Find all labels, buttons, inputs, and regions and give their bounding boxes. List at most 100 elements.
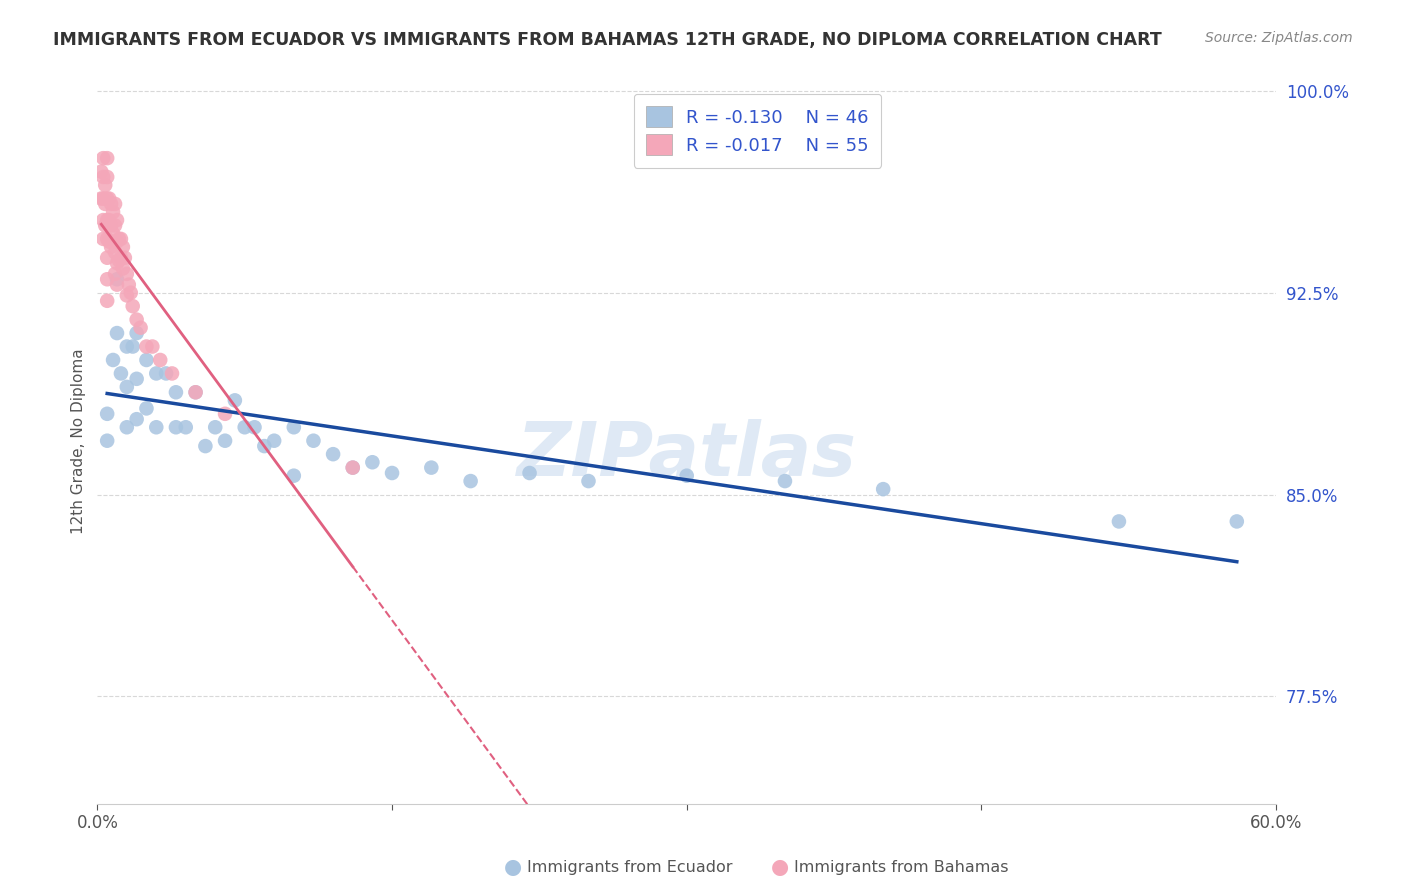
Point [342,460,364,475]
Point [174,420,197,434]
Point [110,232,132,246]
Point [283,468,305,483]
Point [104,197,127,211]
Text: Immigrants from Bahamas: Immigrants from Bahamas [794,860,1010,874]
Point [94,219,117,233]
Point [96,151,118,165]
Point [105,326,128,340]
Point [578,474,600,488]
Point [194,439,217,453]
Point [141,339,163,353]
Point [110,367,132,381]
Point [204,420,226,434]
Point [129,320,152,334]
Point [283,420,305,434]
Y-axis label: 12th Grade, No Diploma: 12th Grade, No Diploma [72,348,86,533]
Point [125,372,148,386]
Point [94,197,117,211]
Point [98,192,121,206]
Point [233,420,256,434]
Text: IMMIGRANTS FROM ECUADOR VS IMMIGRANTS FROM BAHAMAS 12TH GRADE, NO DIPLOMA CORREL: IMMIGRANTS FROM ECUADOR VS IMMIGRANTS FR… [53,31,1163,49]
Point [121,299,143,313]
Point [96,293,118,308]
Point [105,256,128,270]
Point [91,151,114,165]
Point [105,277,128,292]
Point [115,288,138,302]
Point [96,251,118,265]
Point [675,468,697,483]
Point [135,401,157,416]
Point [214,434,236,448]
Point [105,213,128,227]
Point [149,353,172,368]
Point [105,235,128,249]
Point [111,261,134,276]
Text: Source: ZipAtlas.com: Source: ZipAtlas.com [1205,31,1353,45]
Point [420,460,443,475]
Point [243,420,266,434]
Point [100,219,122,233]
Point [96,272,118,286]
Point [155,367,177,381]
Point [118,277,141,292]
Text: ●: ● [772,857,789,877]
Point [91,232,114,246]
Point [98,213,121,227]
Point [115,420,138,434]
Text: ●: ● [505,857,522,877]
Point [361,455,384,469]
Point [115,267,138,281]
Point [91,213,114,227]
Point [115,339,138,353]
Point [1226,515,1249,529]
Point [135,339,157,353]
Point [145,420,167,434]
Point [165,385,187,400]
Point [96,169,118,184]
Legend: R = -0.130    N = 46, R = -0.017    N = 55: R = -0.130 N = 46, R = -0.017 N = 55 [634,94,882,168]
Point [104,219,127,233]
Point [322,447,344,461]
Point [104,245,127,260]
Point [872,482,894,496]
Point [108,232,131,246]
Point [96,192,118,206]
Point [302,434,325,448]
Point [165,420,187,434]
Point [1108,515,1130,529]
Point [115,380,138,394]
Point [125,326,148,340]
Point [94,178,117,192]
Point [145,367,167,381]
Point [90,192,112,206]
Point [108,253,131,268]
Point [125,412,148,426]
Point [101,353,124,368]
Point [121,339,143,353]
Point [224,393,246,408]
Point [96,407,118,421]
Point [773,474,796,488]
Point [263,434,285,448]
Point [519,466,541,480]
Point [91,192,114,206]
Point [110,251,132,265]
Point [184,385,207,400]
Point [184,385,207,400]
Point [101,227,124,241]
Point [98,235,121,249]
Point [100,197,122,211]
Text: Immigrants from Ecuador: Immigrants from Ecuador [527,860,733,874]
Point [91,169,114,184]
Point [114,251,136,265]
Point [111,240,134,254]
Point [381,466,404,480]
Point [96,213,118,227]
Point [104,267,127,281]
Text: ZIPatlas: ZIPatlas [517,418,856,491]
Point [105,272,128,286]
Point [125,312,148,326]
Point [160,367,183,381]
Point [120,285,142,300]
